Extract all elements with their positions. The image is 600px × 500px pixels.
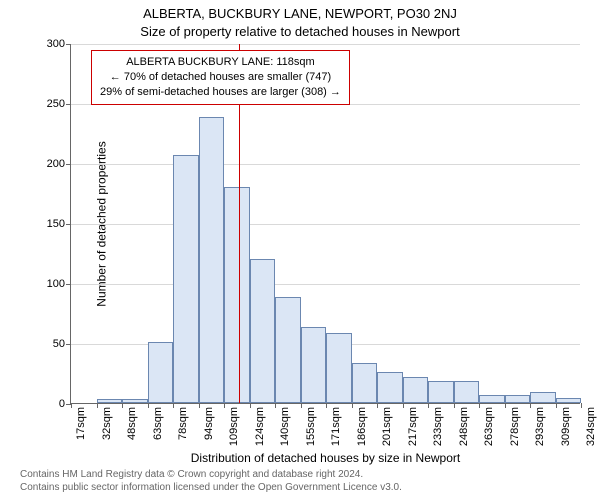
x-tick-label: 263sqm [483,407,495,446]
info-box-line: 29% of semi-detached houses are larger (… [100,85,341,100]
y-tick-label: 150 [47,218,65,230]
y-tick-label: 100 [47,278,65,290]
gridline [71,224,580,225]
info-box: ALBERTA BUCKBURY LANE: 118sqm← 70% of de… [91,50,350,105]
x-tick-label: 48sqm [126,407,138,440]
x-tick-label: 278sqm [509,407,521,446]
x-tick-label: 186sqm [356,407,368,446]
y-tick-mark [66,104,71,105]
x-tick-label: 217sqm [407,407,419,446]
histogram-bar [530,392,556,403]
x-tick-mark [71,403,72,408]
histogram-bar [377,372,403,403]
histogram-bar [275,297,301,403]
info-box-line: ALBERTA BUCKBURY LANE: 118sqm [100,55,341,70]
y-tick-label: 300 [47,38,65,50]
title-sub: Size of property relative to detached ho… [0,24,600,39]
x-tick-label: 309sqm [560,407,572,446]
x-tick-mark [581,403,582,408]
y-tick-label: 50 [53,338,65,350]
x-axis-label: Distribution of detached houses by size … [71,451,580,465]
plot-area: Number of detached properties Distributi… [70,44,580,404]
gridline [71,284,580,285]
x-tick-mark [97,403,98,408]
histogram-bar [556,398,582,403]
x-tick-mark [454,403,455,408]
y-tick-mark [66,224,71,225]
y-tick-label: 250 [47,98,65,110]
x-tick-mark [530,403,531,408]
x-tick-label: 63sqm [152,407,164,440]
x-tick-label: 233sqm [432,407,444,446]
chart-container: ALBERTA, BUCKBURY LANE, NEWPORT, PO30 2N… [0,0,600,500]
x-tick-label: 124sqm [254,407,266,446]
y-tick-mark [66,44,71,45]
x-tick-label: 248sqm [458,407,470,446]
x-tick-mark [377,403,378,408]
x-tick-mark [505,403,506,408]
x-tick-mark [301,403,302,408]
histogram-bar [122,399,148,403]
histogram-bar [148,342,174,403]
x-tick-label: 109sqm [228,407,240,446]
x-tick-label: 155sqm [305,407,317,446]
footnote-line2: Contains public sector information licen… [20,482,402,495]
x-tick-label: 94sqm [203,407,215,440]
footnote: Contains HM Land Registry data © Crown c… [20,469,402,494]
y-tick-mark [66,164,71,165]
x-tick-mark [122,403,123,408]
x-tick-mark [199,403,200,408]
histogram-bar [97,399,123,403]
gridline [71,164,580,165]
x-tick-label: 17sqm [75,407,87,440]
histogram-bar [428,381,454,403]
x-tick-mark [275,403,276,408]
y-tick-label: 200 [47,158,65,170]
histogram-bar [454,381,480,403]
histogram-bar [250,259,276,403]
x-tick-mark [148,403,149,408]
y-tick-label: 0 [59,398,65,410]
info-box-line: ← 70% of detached houses are smaller (74… [100,70,341,85]
histogram-bar [403,377,429,403]
histogram-bar [326,333,352,403]
histogram-bar [199,117,225,403]
y-tick-mark [66,344,71,345]
x-tick-mark [428,403,429,408]
x-tick-label: 171sqm [330,407,342,446]
x-tick-mark [224,403,225,408]
x-tick-mark [556,403,557,408]
gridline [71,44,580,45]
histogram-bar [505,395,531,403]
x-tick-label: 324sqm [585,407,597,446]
histogram-bar [352,363,378,403]
x-tick-mark [352,403,353,408]
histogram-bar [301,327,327,403]
title-main: ALBERTA, BUCKBURY LANE, NEWPORT, PO30 2N… [0,6,600,21]
x-tick-mark [403,403,404,408]
x-tick-mark [250,403,251,408]
x-tick-label: 32sqm [101,407,113,440]
y-tick-mark [66,284,71,285]
x-tick-mark [173,403,174,408]
histogram-bar [173,155,199,403]
x-tick-mark [326,403,327,408]
x-tick-label: 293sqm [534,407,546,446]
x-tick-label: 201sqm [381,407,393,446]
x-tick-label: 78sqm [177,407,189,440]
x-tick-mark [479,403,480,408]
histogram-bar [479,395,505,403]
histogram-bar [224,187,250,403]
footnote-line1: Contains HM Land Registry data © Crown c… [20,469,402,482]
x-tick-label: 140sqm [279,407,291,446]
